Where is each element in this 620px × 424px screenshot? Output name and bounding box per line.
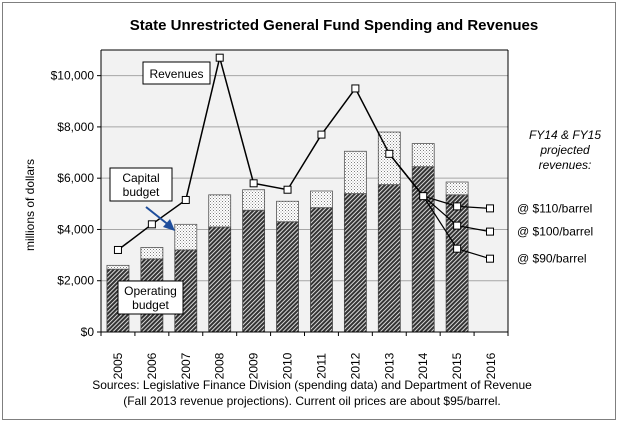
y-tick-label: $6,000 <box>57 171 94 185</box>
projection-label: @ $90/barrel <box>517 252 587 266</box>
projection-marker <box>453 221 462 230</box>
x-tick-label: 2014 <box>416 352 430 379</box>
revenue-marker <box>419 192 428 201</box>
revenues-callout: Revenues <box>142 61 211 85</box>
operating-callout: Operating budget <box>117 280 184 315</box>
projection-line <box>388 153 491 260</box>
capital-callout-line-2: budget <box>123 185 160 199</box>
projected-note-line-1: FY14 & FY15 <box>529 128 601 142</box>
x-tick-label: 2006 <box>145 352 159 379</box>
x-tick-label: 2011 <box>314 353 328 379</box>
revenue-lines <box>113 53 494 263</box>
capital-bar <box>106 264 130 270</box>
chart-frame <box>2 2 616 420</box>
operating-callout-box <box>117 280 184 315</box>
revenue-line <box>117 57 424 251</box>
projection-end-marker <box>486 254 494 263</box>
capital-bar <box>140 246 164 260</box>
plot-area: $0$2,000$4,000$6,000$8,000$10,000 2005 20… <box>51 49 509 379</box>
projected-note: FY14 & FY15 projected revenues: <box>529 128 601 172</box>
revenues-callout-label: Revenues <box>149 67 203 81</box>
operating-bar <box>411 166 435 333</box>
capital-bar <box>242 189 266 211</box>
y-tick-label: $8,000 <box>57 120 94 134</box>
y-tick-label: $4,000 <box>57 222 94 236</box>
x-tick-label: 2005 <box>111 352 125 379</box>
projected-note-line-3: revenues: <box>539 158 592 172</box>
y-tick-label: $10,000 <box>51 69 95 83</box>
operating-callout-line-1: Operating <box>124 284 177 298</box>
y-tick-label: $0 <box>81 325 95 339</box>
capital-callout-line-1: Capital <box>122 171 159 185</box>
operating-bar <box>276 221 299 333</box>
chart-title: State Unrestricted General Fund Spending… <box>130 17 538 34</box>
capital-bar <box>208 194 232 228</box>
capital-callout-arrow <box>145 206 171 227</box>
capital-callout: Capital budget <box>109 167 175 231</box>
x-tick-label: 2010 <box>281 352 295 379</box>
revenue-marker <box>351 84 360 93</box>
source-line-1: Sources: Legislative Finance Division (s… <box>92 378 532 392</box>
axes <box>97 49 509 336</box>
projection-end-marker <box>486 227 494 236</box>
revenue-marker <box>181 195 190 204</box>
x-tick-label: 2007 <box>179 352 193 379</box>
x-tick-label: 2013 <box>382 352 396 379</box>
capital-bar <box>343 150 367 194</box>
revenue-marker <box>317 130 326 139</box>
x-tick-label: 2015 <box>450 352 464 379</box>
y-axis-label: millions of dollars <box>23 159 37 251</box>
revenue-marker <box>147 220 156 229</box>
projection-marker <box>453 202 462 211</box>
operating-bar <box>242 209 266 333</box>
capital-callout-box <box>109 167 173 202</box>
projection-end-marker <box>486 204 494 213</box>
revenue-marker <box>113 245 122 254</box>
y-tick-label: $2,000 <box>57 274 94 288</box>
revenues-callout-box <box>142 61 211 85</box>
projected-note-line-2: projected <box>539 143 590 157</box>
capital-bar <box>445 181 469 196</box>
revenue-marker <box>283 185 292 194</box>
projection-marker <box>453 244 462 253</box>
projection-label: @ $100/barrel <box>517 225 593 239</box>
capital-bar <box>276 200 299 223</box>
revenue-marker <box>385 149 394 158</box>
capital-bar <box>174 223 198 251</box>
x-tick-labels: 2005 2006 2007 2008 2009 2010 2011 2012 2013 2014… <box>111 352 498 379</box>
capital-bar <box>411 143 435 168</box>
source-line-2: (Fall 2013 revenue projections). Current… <box>123 394 501 408</box>
operating-bar <box>343 193 367 333</box>
projection-label: @ $110/barrel <box>517 201 592 215</box>
y-tick-labels: $0 $2,000 $4,000 $6,000 $8,000 $10,000 <box>51 69 95 339</box>
operating-bar <box>208 226 232 333</box>
x-tick-label: 2016 <box>484 352 498 379</box>
capital-bar <box>310 190 333 209</box>
x-tick-label: 2009 <box>247 352 261 379</box>
operating-bar <box>310 207 333 333</box>
operating-bar <box>445 194 469 333</box>
projection-labels: @ $110/barrel @ $100/barrel @ $90/barrel <box>517 201 593 265</box>
capital-callout-arrowhead <box>163 219 175 231</box>
x-tick-label: 2012 <box>348 352 362 379</box>
revenue-marker <box>249 179 258 188</box>
x-tick-label: 2008 <box>213 352 227 379</box>
revenue-marker <box>215 53 224 62</box>
operating-callout-line-2: budget <box>132 298 169 312</box>
capital-bar <box>377 131 401 185</box>
operating-bar <box>377 184 401 333</box>
